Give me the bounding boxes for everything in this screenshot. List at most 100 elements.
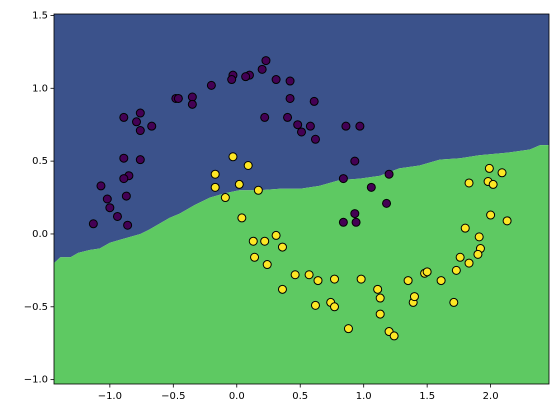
- data-point: [260, 236, 270, 246]
- data-point: [486, 210, 496, 220]
- y-tick-label: −0.5: [24, 302, 48, 313]
- data-point: [262, 260, 272, 270]
- data-point: [309, 96, 319, 106]
- data-point: [173, 93, 183, 103]
- data-point: [187, 99, 197, 109]
- data-point: [290, 270, 300, 280]
- data-point: [285, 93, 295, 103]
- y-tick-label: 1.5: [32, 10, 48, 21]
- data-point: [375, 309, 385, 319]
- data-point: [253, 185, 263, 195]
- data-point: [96, 181, 106, 191]
- data-point: [227, 75, 237, 85]
- data-point: [350, 156, 360, 166]
- data-point: [250, 252, 260, 262]
- data-point: [304, 270, 314, 280]
- data-point: [119, 112, 129, 122]
- data-point: [135, 155, 145, 165]
- data-point: [277, 242, 287, 252]
- data-point: [112, 211, 122, 221]
- data-point: [350, 209, 360, 219]
- data-point: [102, 194, 112, 204]
- data-point: [436, 276, 446, 286]
- data-point: [297, 127, 306, 137]
- data-point: [210, 169, 220, 179]
- data-point: [293, 120, 303, 130]
- data-point: [147, 121, 157, 131]
- data-point: [228, 152, 238, 162]
- data-point: [373, 284, 383, 294]
- data-point: [497, 168, 507, 178]
- data-point: [119, 174, 129, 184]
- data-point: [277, 284, 287, 294]
- data-point: [283, 112, 293, 122]
- data-point: [338, 174, 348, 184]
- data-point: [305, 121, 315, 131]
- x-tick-label: −1.0: [98, 391, 122, 402]
- data-point: [260, 112, 270, 122]
- data-point: [271, 230, 281, 240]
- data-point: [451, 265, 461, 275]
- data-point: [206, 80, 216, 90]
- data-point: [464, 258, 474, 268]
- data-point: [488, 179, 498, 189]
- data-point: [341, 121, 351, 131]
- x-tick-label: −0.5: [161, 391, 185, 402]
- data-point: [123, 220, 133, 230]
- data-point: [243, 160, 253, 170]
- plot-frame: [53, 13, 550, 385]
- data-point: [375, 293, 385, 303]
- data-point: [484, 163, 494, 173]
- x-tick-label: 2.0: [483, 391, 499, 402]
- data-point: [449, 297, 459, 307]
- data-point: [313, 276, 323, 286]
- data-point: [403, 276, 413, 286]
- x-tick-label: 1.5: [419, 391, 435, 402]
- lower-region: [54, 145, 549, 384]
- data-point: [382, 198, 392, 208]
- data-point: [338, 217, 348, 227]
- data-point: [355, 121, 365, 131]
- data-point: [455, 252, 465, 262]
- y-tick-label: 0.5: [32, 156, 48, 167]
- data-point: [464, 178, 474, 188]
- data-point: [422, 267, 432, 277]
- data-point: [473, 249, 483, 259]
- data-point: [351, 217, 361, 227]
- data-point: [135, 108, 145, 118]
- x-tick-label: 1.0: [356, 391, 372, 402]
- data-point: [88, 219, 98, 229]
- data-point: [119, 153, 129, 163]
- y-tick-label: 1.0: [32, 83, 48, 94]
- data-point: [285, 76, 295, 86]
- y-tick-label: −1.0: [24, 375, 48, 386]
- data-point: [121, 191, 131, 201]
- data-point: [248, 236, 258, 246]
- data-point: [132, 117, 141, 127]
- data-point: [310, 300, 320, 310]
- data-point: [105, 203, 115, 213]
- data-point: [460, 223, 470, 233]
- data-point: [474, 232, 484, 242]
- data-point: [366, 182, 376, 192]
- data-point: [257, 64, 267, 74]
- y-tick-label: 0.0: [32, 229, 48, 240]
- data-point: [356, 274, 366, 284]
- data-point: [409, 292, 419, 302]
- data-point: [241, 72, 251, 82]
- upper-region: [54, 14, 549, 264]
- data-point: [271, 75, 281, 85]
- data-point: [220, 193, 230, 203]
- data-point: [310, 134, 320, 144]
- data-point: [234, 179, 244, 189]
- data-point: [389, 331, 399, 341]
- data-point: [330, 274, 339, 284]
- data-point: [237, 213, 247, 223]
- data-point: [343, 324, 353, 334]
- data-point: [384, 169, 394, 179]
- data-point: [261, 56, 271, 66]
- data-point: [502, 216, 512, 226]
- data-point: [330, 302, 339, 312]
- data-point: [210, 182, 220, 192]
